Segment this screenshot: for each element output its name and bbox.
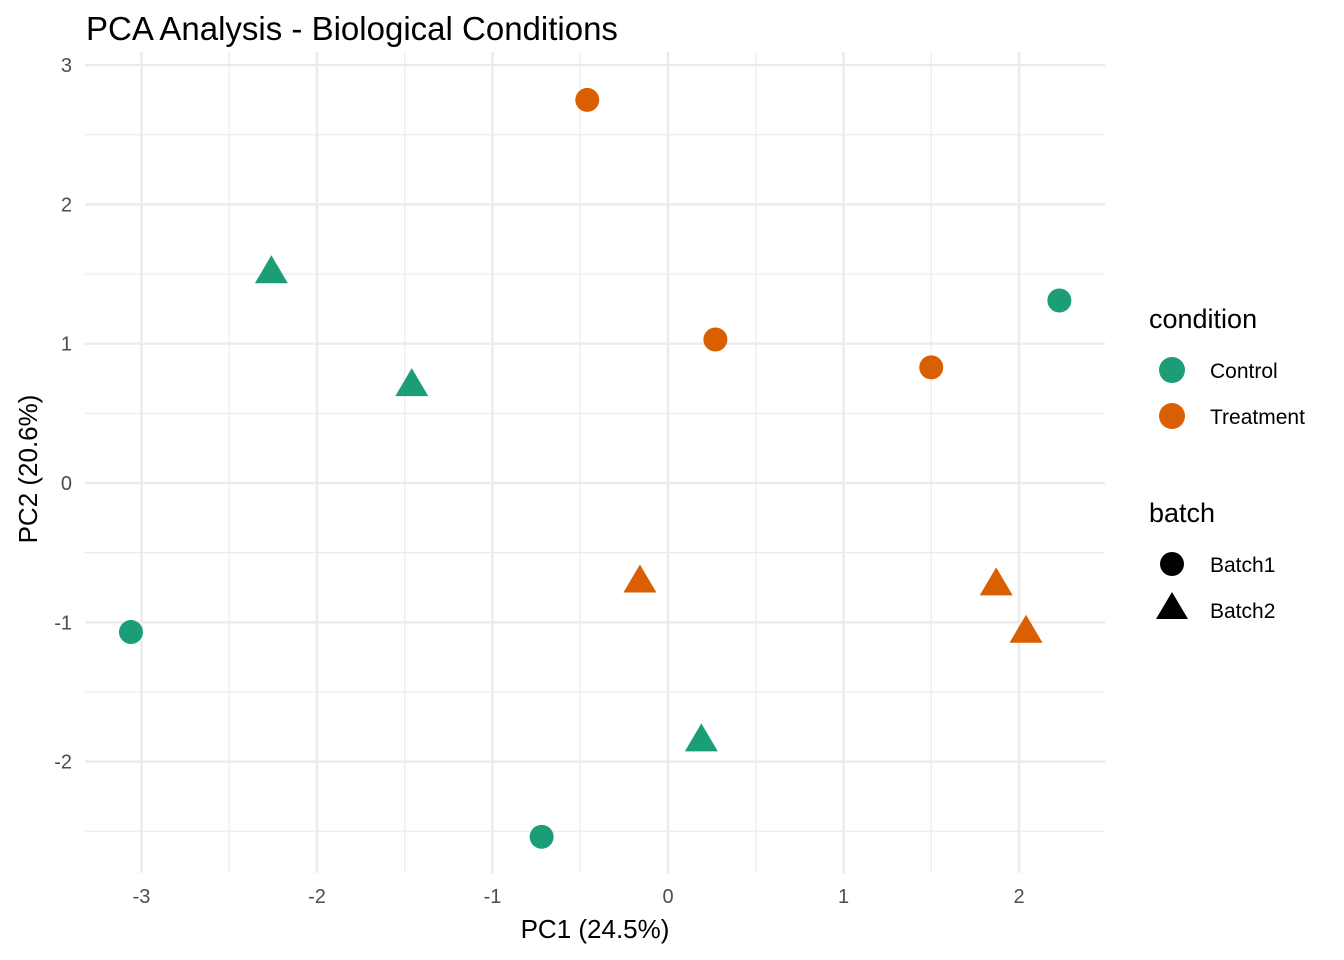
grid	[85, 52, 1105, 873]
x-tick-label: -1	[484, 886, 502, 908]
point-treatment-batch2	[1009, 614, 1043, 643]
x-tick-label: -2	[308, 886, 326, 908]
point-treatment-batch1	[703, 327, 728, 352]
legend-title-condition: condition	[1149, 304, 1257, 334]
point-control-batch1	[1047, 288, 1072, 313]
legend-label-batch1: Batch1	[1210, 554, 1275, 577]
point-treatment-batch1	[919, 355, 944, 380]
y-axis-label: PC2 (20.6%)	[13, 395, 43, 544]
legend-key-treatment	[1159, 403, 1185, 429]
x-tick-label: 2	[1013, 886, 1024, 908]
legend-title-batch: batch	[1149, 498, 1215, 528]
y-tick-label: 0	[61, 473, 72, 495]
legend: condition Control Treatment batch Batch1…	[1149, 304, 1305, 623]
legend-label-batch2: Batch2	[1210, 600, 1275, 623]
x-axis-label: PC1 (24.5%)	[521, 914, 670, 944]
point-control-batch2	[254, 255, 288, 284]
y-tick-label: 3	[61, 55, 72, 77]
y-tick-label: 1	[61, 334, 72, 356]
point-treatment-batch2	[979, 567, 1013, 596]
x-tick-label: -3	[133, 886, 151, 908]
point-control-batch1	[529, 824, 554, 849]
x-tick-label: 0	[662, 886, 673, 908]
legend-key-control	[1159, 357, 1185, 383]
legend-key-batch2-triangle	[1156, 592, 1188, 619]
legend-label-treatment: Treatment	[1210, 406, 1305, 429]
y-tick-label: -1	[54, 612, 72, 634]
x-tick-label: 1	[838, 886, 849, 908]
legend-key-batch1-circle	[1160, 552, 1184, 576]
point-treatment-batch2	[623, 564, 657, 593]
point-control-batch2	[684, 723, 718, 752]
point-treatment-batch1	[575, 87, 600, 112]
y-axis-ticks: -2 -1 0 1 2 3	[54, 55, 72, 774]
y-tick-label: -2	[54, 752, 72, 774]
y-tick-label: 2	[61, 194, 72, 216]
data-points	[118, 87, 1072, 849]
point-control-batch2	[395, 368, 429, 397]
chart-title: PCA Analysis - Biological Conditions	[86, 10, 618, 47]
point-control-batch1	[118, 620, 143, 645]
legend-label-control: Control	[1210, 360, 1278, 383]
x-axis-ticks: -3 -2 -1 0 1 2	[133, 886, 1025, 908]
